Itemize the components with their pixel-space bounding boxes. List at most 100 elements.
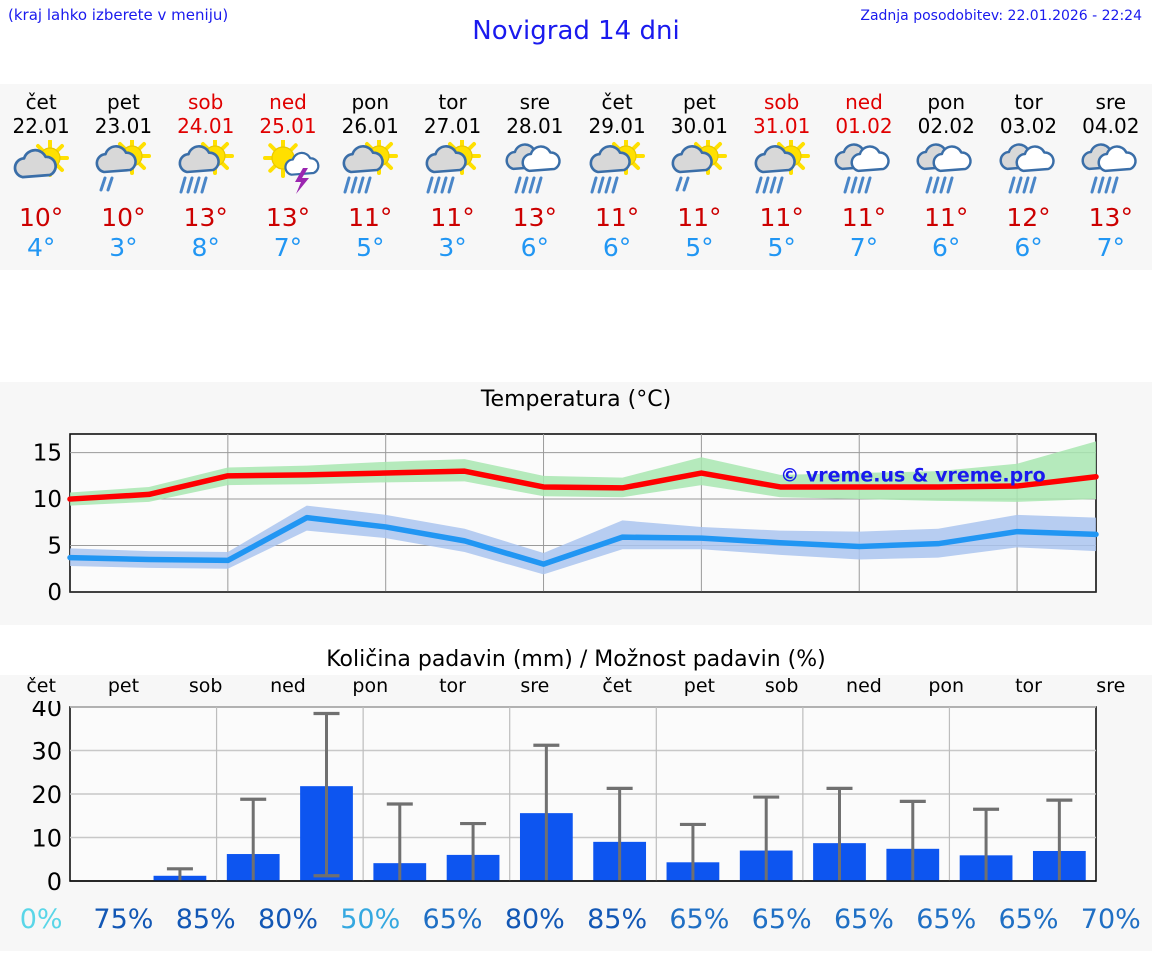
day-name: čet [601, 90, 633, 114]
day-max-temp: 11° [594, 203, 640, 232]
watermark: © vreme.us & vreme.pro [780, 464, 1045, 486]
day-date: 31.01 [753, 114, 811, 138]
svg-text:30: 30 [31, 738, 62, 766]
day-min-temp: 7° [849, 233, 879, 262]
precipitation-probability: 50% [340, 903, 401, 935]
svg-text:5: 5 [47, 534, 62, 560]
day-max-temp: 10° [18, 203, 64, 232]
day-min-temp: 6° [602, 233, 632, 262]
day-name: pet [107, 90, 140, 114]
day-min-temp: 7° [273, 233, 303, 262]
day-date: 28.01 [506, 114, 564, 138]
precipitation-probability: 0% [19, 903, 63, 935]
day-date: 23.01 [94, 114, 153, 138]
sun-cloud-rain-icon [582, 140, 652, 202]
day-name: sre [1095, 90, 1127, 114]
precipitation-probability: 65% [833, 903, 894, 935]
svg-text:40: 40 [31, 701, 62, 722]
day-date: 03.02 [999, 114, 1058, 138]
precipitation-day-label: pet [107, 675, 140, 697]
precipitation-probability: 65% [422, 903, 483, 935]
cloud-rain-icon [911, 140, 981, 202]
day-date: 27.01 [423, 114, 482, 138]
day-min-temp: 7° [1096, 233, 1125, 262]
day-name: pon [927, 90, 966, 114]
day-column[interactable]: čet 29.01 11° 6° [576, 84, 658, 270]
sun-cloud-thunder-icon [253, 140, 323, 202]
day-max-temp: 13° [512, 203, 557, 232]
temperature-chart-svg: 0 5 10 15 © vreme.us & vreme.pro [33, 433, 1099, 606]
day-min-temp: 5° [767, 233, 796, 262]
day-max-temp: 11° [759, 203, 804, 232]
day-column[interactable]: ned 25.01 13° 7° [247, 84, 329, 270]
svg-text:10: 10 [31, 825, 62, 853]
precipitation-day-label: sob [188, 675, 223, 697]
precipitation-probability: 70% [1080, 903, 1141, 935]
precipitation-chart-svg: 0 10 20 30 40 [31, 701, 1097, 896]
svg-text:10: 10 [33, 487, 62, 513]
day-column[interactable]: pet 30.01 11° 5° [658, 84, 740, 270]
day-column[interactable]: čet 22.01 10° 4° [0, 84, 82, 270]
day-column[interactable]: tor 03.02 12° 6° [987, 84, 1069, 270]
precipitation-probability: 65% [916, 903, 977, 935]
svg-text:15: 15 [33, 441, 62, 467]
cloud-rain-icon [829, 140, 899, 202]
precipitation-day-label: tor [439, 675, 466, 697]
precipitation-day-label: sob [764, 675, 799, 697]
day-min-temp: 6° [1014, 233, 1043, 262]
precipitation-probability: 75% [93, 903, 154, 935]
day-column[interactable]: pon 02.02 11° 6° [905, 84, 987, 270]
day-name: sre [519, 90, 551, 114]
svg-text:0: 0 [47, 868, 62, 896]
precipitation-day-labels: čet pet sob ned pon tor sre čet pet sob ned pon tor s… [0, 675, 1152, 701]
precipitation-day-label: sre [520, 675, 550, 697]
day-date: 26.01 [341, 114, 399, 138]
day-column[interactable]: pon 26.01 11° 5° [329, 84, 411, 270]
precipitation-chart-panel: Količina padavin (mm) / Možnost padavin … [0, 641, 1152, 951]
day-column[interactable]: ned 01.02 11° 7° [823, 84, 905, 270]
last-updated-text: Zadnja posodobitev: 22.01.2026 - 22:24 [860, 8, 1142, 24]
day-min-temp: 5° [685, 233, 714, 262]
sun-cloud-icon [6, 140, 76, 202]
location-menu-note[interactable]: (kraj lahko izberete v meniju) [8, 6, 229, 24]
day-date: 24.01 [177, 114, 235, 138]
day-max-temp: 11° [924, 203, 969, 232]
day-date: 02.02 [917, 114, 975, 138]
day-max-temp: 11° [430, 203, 475, 232]
day-date: 22.01 [12, 114, 70, 138]
day-name: sob [188, 90, 224, 114]
day-name: čet [25, 90, 57, 114]
day-max-temp: 12° [1006, 203, 1051, 232]
day-max-temp: 11° [841, 203, 887, 232]
page-header: (kraj lahko izberete v meniju) Novigrad … [0, 0, 1152, 60]
day-name: pet [682, 90, 716, 114]
precipitation-probability: 85% [587, 903, 648, 935]
day-column[interactable]: sre 04.02 13° 7° [1070, 84, 1152, 270]
precipitation-day-label: čet [602, 675, 632, 697]
day-column[interactable]: sob 31.01 11° 5° [741, 84, 823, 270]
day-name: tor [1014, 90, 1043, 114]
precipitation-probability: 65% [669, 903, 730, 935]
precipitation-day-label: tor [1015, 675, 1042, 697]
day-date: 04.02 [1082, 114, 1140, 138]
day-max-temp: 13° [265, 203, 311, 232]
precipitation-day-label: ned [270, 675, 306, 697]
day-min-temp: 3° [438, 233, 467, 262]
precipitation-day-label: pet [683, 675, 715, 697]
day-max-temp: 13° [183, 203, 228, 232]
day-column[interactable]: pet 23.01 10° 3° [82, 84, 164, 270]
daily-forecast-strip: čet 22.01 10° 4° pet 23.01 10° 3° sob 24.01 13° 8° n… [0, 84, 1152, 270]
sun-cloud-rain-icon [747, 140, 817, 202]
temperature-chart-title: Temperatura (°C) [480, 387, 672, 412]
temperature-chart-panel: Temperatura (°C) 0 5 10 15 © vreme.us & vrem… [0, 382, 1152, 625]
day-column[interactable]: tor 27.01 11° 3° [411, 84, 493, 270]
day-max-temp: 13° [1088, 203, 1133, 232]
day-column[interactable]: sre 28.01 13° 6° [494, 84, 576, 270]
cloud-rain-icon [1076, 140, 1146, 202]
day-column[interactable]: sob 24.01 13° 8° [165, 84, 247, 270]
day-date: 30.01 [670, 114, 729, 138]
day-name: pon [351, 90, 390, 114]
day-date: 25.01 [259, 114, 317, 138]
sun-cloud-rain-icon [418, 140, 488, 202]
precipitation-day-label: pon [352, 675, 389, 697]
